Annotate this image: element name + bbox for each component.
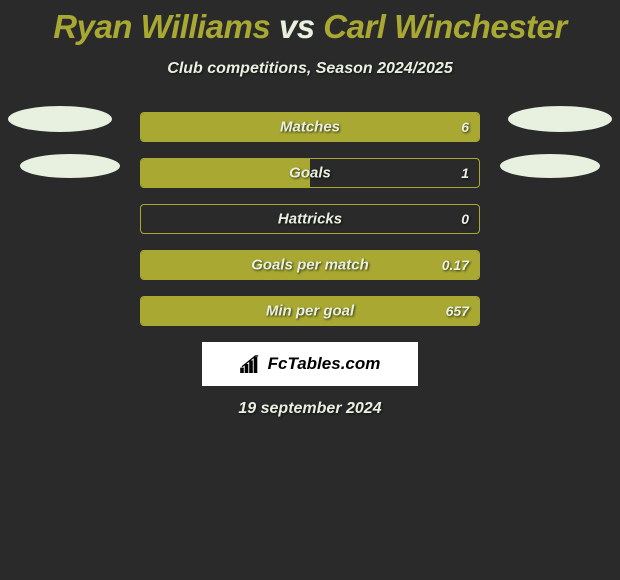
bar-value: 657 [446,303,469,319]
vs-word: vs [279,8,315,45]
date-text: 19 september 2024 [0,400,620,418]
stat-row: 0.17 Goals per match [0,250,620,280]
player-b-name: Carl Winchester [323,8,566,45]
bar-value: 1 [461,165,469,181]
comparison-title: Ryan Williams vs Carl Winchester [0,0,620,46]
player-a-name: Ryan Williams [53,8,270,45]
bar-label: Goals per match [251,257,369,274]
bar-value: 0 [461,211,469,227]
bar-label: Min per goal [266,303,354,320]
bar-value: 0.17 [442,257,469,273]
bar-value: 6 [461,119,469,135]
bar-label: Hattricks [278,211,342,228]
stat-row: 1 Goals [0,158,620,188]
stat-row: 6 Matches [0,112,620,142]
bar-label: Matches [280,119,340,136]
brand-bars-icon [240,355,262,373]
subtitle: Club competitions, Season 2024/2025 [0,60,620,78]
bar-label: Goals [289,165,331,182]
stat-row: 657 Min per goal [0,296,620,326]
stats-chart: 6 Matches 1 Goals 0 Hattricks 0.17 Goals per ma… [0,112,620,326]
brand-text: FcTables.com [268,354,381,374]
brand-box: FcTables.com [202,342,418,386]
stat-row: 0 Hattricks [0,204,620,234]
bar-fill [141,159,310,187]
